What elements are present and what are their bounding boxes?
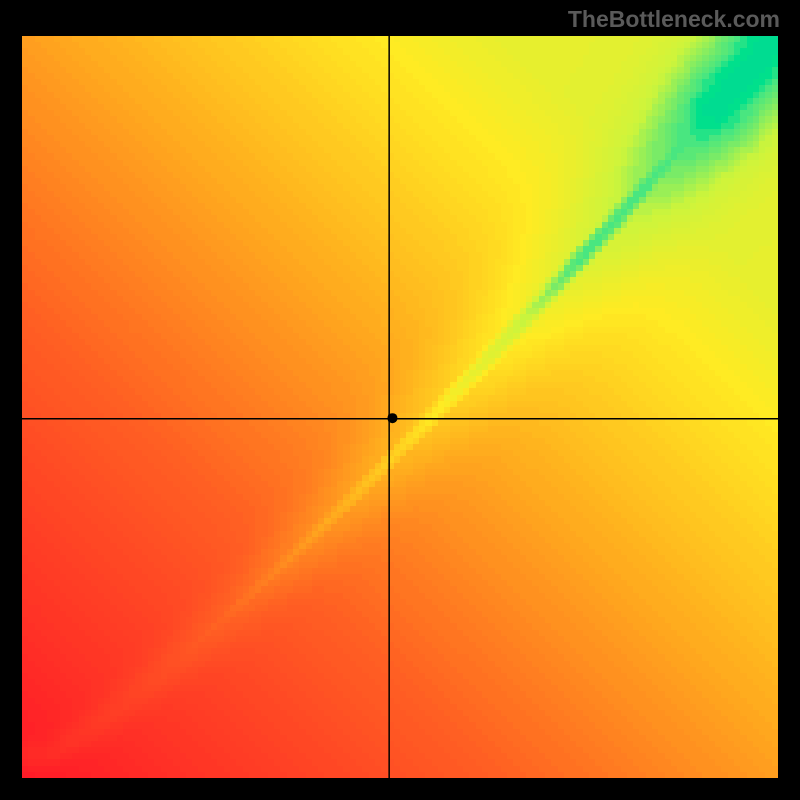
- overlay-canvas: [22, 36, 778, 778]
- plot-area: [22, 36, 778, 778]
- chart-frame: TheBottleneck.com: [0, 0, 800, 800]
- watermark-label: TheBottleneck.com: [568, 6, 780, 33]
